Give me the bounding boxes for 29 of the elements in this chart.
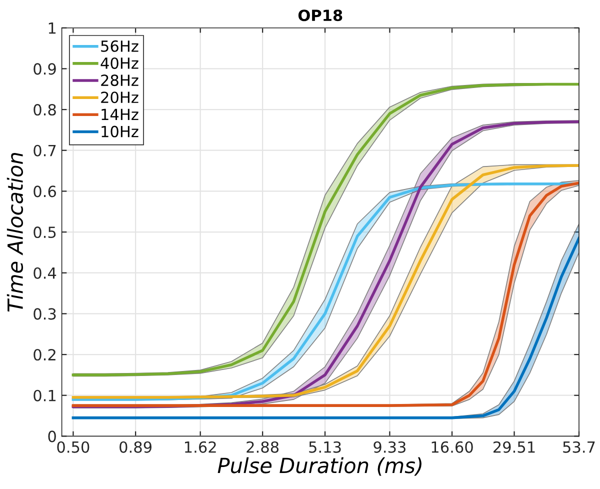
x-tick-label: 53.7 bbox=[563, 441, 595, 453]
y-tick-label: 0.5 bbox=[34, 226, 56, 238]
legend-label: 10Hz bbox=[102, 126, 138, 138]
x-tick-label: 5.13 bbox=[309, 441, 341, 453]
x-tick-label: 0.50 bbox=[57, 441, 90, 453]
y-tick-label: 1 bbox=[48, 22, 56, 34]
legend-label: 56Hz bbox=[101, 40, 138, 52]
y-tick-label: 0.4 bbox=[34, 267, 56, 279]
y-tick-label: 0.9 bbox=[34, 63, 56, 75]
x-axis-title: Pulse Duration (ms) bbox=[218, 457, 422, 476]
x-tick-label: 29.51 bbox=[494, 441, 535, 453]
x-tick-label: 9.33 bbox=[374, 441, 406, 453]
x-tick-label: 2.88 bbox=[246, 441, 279, 453]
x-tick-label: 1.62 bbox=[185, 441, 216, 453]
y-tick-label: 0 bbox=[48, 430, 56, 442]
legend-label: 14Hz bbox=[102, 108, 138, 120]
legend-label: 28Hz bbox=[101, 74, 138, 86]
y-tick-label: 0.8 bbox=[34, 104, 56, 116]
x-tick-label: 16.60 bbox=[432, 441, 473, 453]
legend-label: 40Hz bbox=[100, 57, 138, 69]
legend-label: 20Hz bbox=[101, 92, 138, 104]
x-tick-label: 0.89 bbox=[120, 441, 152, 453]
y-tick-label: 0.2 bbox=[34, 348, 56, 361]
chart-title: OP18 bbox=[298, 10, 342, 22]
y-tick-label: 0.1 bbox=[34, 390, 56, 402]
y-tick-label: 0.7 bbox=[34, 144, 56, 156]
y-tick-label: 0.3 bbox=[34, 308, 56, 320]
y-axis-title: Time Allocation bbox=[6, 152, 24, 312]
y-tick-label: 0.6 bbox=[34, 186, 56, 198]
